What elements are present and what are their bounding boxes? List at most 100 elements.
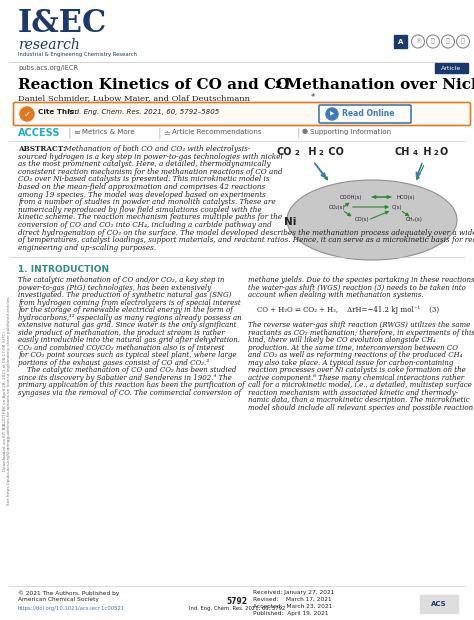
Text: 4: 4 (413, 150, 418, 156)
Bar (394, 35, 407, 48)
Text: account when dealing with methanation systems.: account when dealing with methanation sy… (248, 291, 424, 299)
Text: easily introducible into the natural gas grid after dehydration.: easily introducible into the natural gas… (18, 337, 240, 344)
Text: of temperatures, catalyst loadings, support materials, and reactant ratios. Henc: of temperatures, catalyst loadings, supp… (18, 236, 474, 244)
Text: Methanation over Nickel: Methanation over Nickel (280, 78, 474, 92)
Text: side product of methanation, the product stream is rather: side product of methanation, the product… (18, 329, 225, 337)
Text: ⓘ: ⓘ (431, 38, 435, 44)
Text: CHₓ(s): CHₓ(s) (406, 218, 422, 223)
Text: Article: Article (441, 66, 462, 71)
FancyBboxPatch shape (13, 102, 471, 125)
Text: American Chemical Society: American Chemical Society (18, 597, 99, 602)
Text: https://doi.org/10.1021/acs.iecr.1c00521: https://doi.org/10.1021/acs.iecr.1c00521 (18, 606, 125, 611)
Text: extensive natural gas grid. Since water is the only significant: extensive natural gas grid. Since water … (18, 321, 237, 329)
Text: HCO(s): HCO(s) (397, 195, 416, 200)
Text: Supporting Information: Supporting Information (310, 129, 391, 135)
Text: ABSTRACT:: ABSTRACT: (18, 145, 65, 153)
Text: Daniel Schmider, Lubow Maier, and Olaf Deutschmann: Daniel Schmider, Lubow Maier, and Olaf D… (18, 94, 250, 102)
Text: may also take place. A typical issue for carbon-containing: may also take place. A typical issue for… (248, 359, 453, 367)
Text: A: A (398, 38, 404, 45)
Text: from hydrogen coming from electrolyzers is of special interest: from hydrogen coming from electrolyzers … (18, 299, 241, 307)
Text: kind, there will likely be CO evolution alongside CH₄: kind, there will likely be CO evolution … (248, 337, 436, 344)
Text: ≡: ≡ (73, 128, 80, 137)
Text: consistent reaction mechanism for the methanation reactions of CO and: consistent reaction mechanism for the me… (18, 168, 283, 176)
Text: ACCESS: ACCESS (18, 128, 61, 138)
Text: ✓: ✓ (24, 110, 30, 118)
Text: The catalytic methanation of CO and/or CO₂, a key step in: The catalytic methanation of CO and/or C… (18, 277, 224, 285)
Text: Ind. Eng. Chem. Res. 2021, 60, 5792–5805: Ind. Eng. Chem. Res. 2021, 60, 5792–5805 (68, 109, 219, 115)
Text: *: * (311, 93, 315, 102)
Text: methane yields. Due to the species partaking in these reactions,: methane yields. Due to the species parta… (248, 277, 474, 285)
Text: Revised:    March 17, 2021: Revised: March 17, 2021 (253, 597, 332, 602)
Text: 2: 2 (319, 150, 324, 156)
Text: © 2021 The Authors. Published by: © 2021 The Authors. Published by (18, 590, 119, 596)
Text: CO(s): CO(s) (355, 218, 369, 223)
Text: Ⓡ: Ⓡ (461, 38, 465, 44)
Circle shape (20, 107, 34, 121)
Bar (435, 63, 468, 73)
Text: production. At the same time, interconversion between CO: production. At the same time, interconve… (248, 344, 458, 352)
Text: ≐: ≐ (163, 128, 170, 137)
Text: Ni: Ni (284, 217, 296, 227)
Text: Downloaded via KIT BIBLIOTHEK on April 28, 2021 at 08:17:08 (UTC).
See https://p: Downloaded via KIT BIBLIOTHEK on April 2… (3, 295, 11, 505)
Text: ●: ● (302, 128, 308, 134)
Text: C(s): C(s) (392, 205, 402, 211)
Text: 2: 2 (434, 150, 439, 156)
Text: CO + H₂O ⇌ CO₂ + H₂,    ΔrH=−41.2 kJ mol⁻¹    (3): CO + H₂O ⇌ CO₂ + H₂, ΔrH=−41.2 kJ mol⁻¹ … (248, 306, 439, 314)
Text: engineering and up-scaling purposes.: engineering and up-scaling purposes. (18, 244, 156, 252)
Text: Published:  April 19, 2021: Published: April 19, 2021 (253, 611, 328, 616)
Text: 2: 2 (274, 81, 281, 90)
Text: Methanation of both CO and CO₂ with electrolysis-: Methanation of both CO and CO₂ with elec… (62, 145, 250, 153)
Text: among 19 species. The model was developed based on experiments: among 19 species. The model was develope… (18, 190, 266, 198)
Text: |: | (297, 128, 301, 138)
Text: Industrial & Engineering Chemistry Research: Industrial & Engineering Chemistry Resea… (18, 52, 137, 57)
Text: Ind. Eng. Chem. Res. 2021, 60, 5792: Ind. Eng. Chem. Res. 2021, 60, 5792 (189, 606, 285, 611)
Text: reactants as CO₂ methanation; therefore, in experiments of this: reactants as CO₂ methanation; therefore,… (248, 329, 474, 337)
Text: The reverse water-gas shift reaction (RWGS) utilizes the same: The reverse water-gas shift reaction (RW… (248, 321, 470, 329)
Text: Read Online: Read Online (342, 109, 394, 118)
Text: reaction mechanism with associated kinetic and thermody-: reaction mechanism with associated kinet… (248, 389, 458, 397)
Text: CO₂ and combined CO/CO₂ methanation also is of interest: CO₂ and combined CO/CO₂ methanation also… (18, 344, 225, 352)
Text: as the most prominent catalyst. Here, a detailed, thermodynamically: as the most prominent catalyst. Here, a … (18, 160, 271, 168)
Text: power-to-gas (PtG) technologies, has been extensively: power-to-gas (PtG) technologies, has bee… (18, 284, 211, 292)
Text: conversion of CO and CO₂ into CH₄, including a carbide pathway and: conversion of CO and CO₂ into CH₄, inclu… (18, 221, 272, 229)
Text: syngases via the removal of CO. The commercial conversion of: syngases via the removal of CO. The comm… (18, 389, 241, 397)
Text: CO₂(s): CO₂(s) (328, 205, 346, 211)
Text: ACS: ACS (431, 601, 447, 607)
Text: for CO₂ point sources such as typical steel plant, where large: for CO₂ point sources such as typical st… (18, 352, 237, 360)
Text: based on the mean-field approximation and comprises 42 reactions: based on the mean-field approximation an… (18, 183, 265, 191)
Text: Article Recommendations: Article Recommendations (172, 129, 262, 135)
Text: model should include all relevant species and possible reaction: model should include all relevant specie… (248, 404, 473, 412)
Text: CO₂ over Ni-based catalysts is presented. This microkinetic model is: CO₂ over Ni-based catalysts is presented… (18, 175, 270, 184)
Text: 2: 2 (295, 150, 300, 156)
Text: |: | (158, 128, 162, 138)
Text: COOH(s): COOH(s) (339, 195, 362, 200)
Text: Cite This:: Cite This: (38, 109, 77, 115)
Text: ▶: ▶ (330, 112, 334, 117)
Text: reaction processes over Ni catalysts is coke formation on the: reaction processes over Ni catalysts is … (248, 366, 466, 374)
Text: portions of the exhaust gases consist of CO and CO₂.³: portions of the exhaust gases consist of… (18, 359, 209, 367)
Ellipse shape (287, 180, 457, 260)
Text: I&EC: I&EC (18, 8, 107, 39)
Text: H: H (420, 147, 431, 157)
Text: 1. INTRODUCTION: 1. INTRODUCTION (18, 265, 109, 275)
Text: kinetic scheme. The reaction mechanism features multiple paths for the: kinetic scheme. The reaction mechanism f… (18, 213, 282, 221)
Text: CH: CH (395, 147, 410, 157)
Text: from a number of studies in powder and monolith catalysts. These are: from a number of studies in powder and m… (18, 198, 275, 206)
Text: O: O (440, 147, 448, 157)
Text: sourced hydrogen is a key step in power-to-gas technologies with nickel: sourced hydrogen is a key step in power-… (18, 153, 283, 161)
Text: numerically reproduced by flow field simulations coupled with the: numerically reproduced by flow field sim… (18, 206, 262, 214)
Text: primary application of this reaction has been the purification of: primary application of this reaction has… (18, 381, 245, 389)
Text: pubs.acs.org/IECR: pubs.acs.org/IECR (18, 65, 78, 71)
Text: |: | (68, 128, 72, 138)
Text: 5792: 5792 (227, 597, 247, 606)
Text: Accepted:  March 23, 2021: Accepted: March 23, 2021 (253, 604, 332, 609)
Text: for the storage of renewable electrical energy in the form of: for the storage of renewable electrical … (18, 306, 233, 314)
Text: H: H (305, 147, 317, 157)
Text: CO: CO (277, 147, 292, 157)
Text: research: research (18, 38, 80, 52)
Text: hydrocarbons,¹² especially as many regions already possess an: hydrocarbons,¹² especially as many regio… (18, 314, 242, 322)
Text: The catalytic methanation of CO and CO₂ has been studied: The catalytic methanation of CO and CO₂ … (18, 366, 237, 374)
Text: the water-gas shift (WGS) reaction (3) needs to be taken into: the water-gas shift (WGS) reaction (3) n… (248, 284, 466, 292)
Text: and CO₂ as well as reforming reactions of the produced CH₄: and CO₂ as well as reforming reactions o… (248, 352, 463, 360)
Text: investigated. The production of synthetic natural gas (SNG): investigated. The production of syntheti… (18, 291, 231, 299)
